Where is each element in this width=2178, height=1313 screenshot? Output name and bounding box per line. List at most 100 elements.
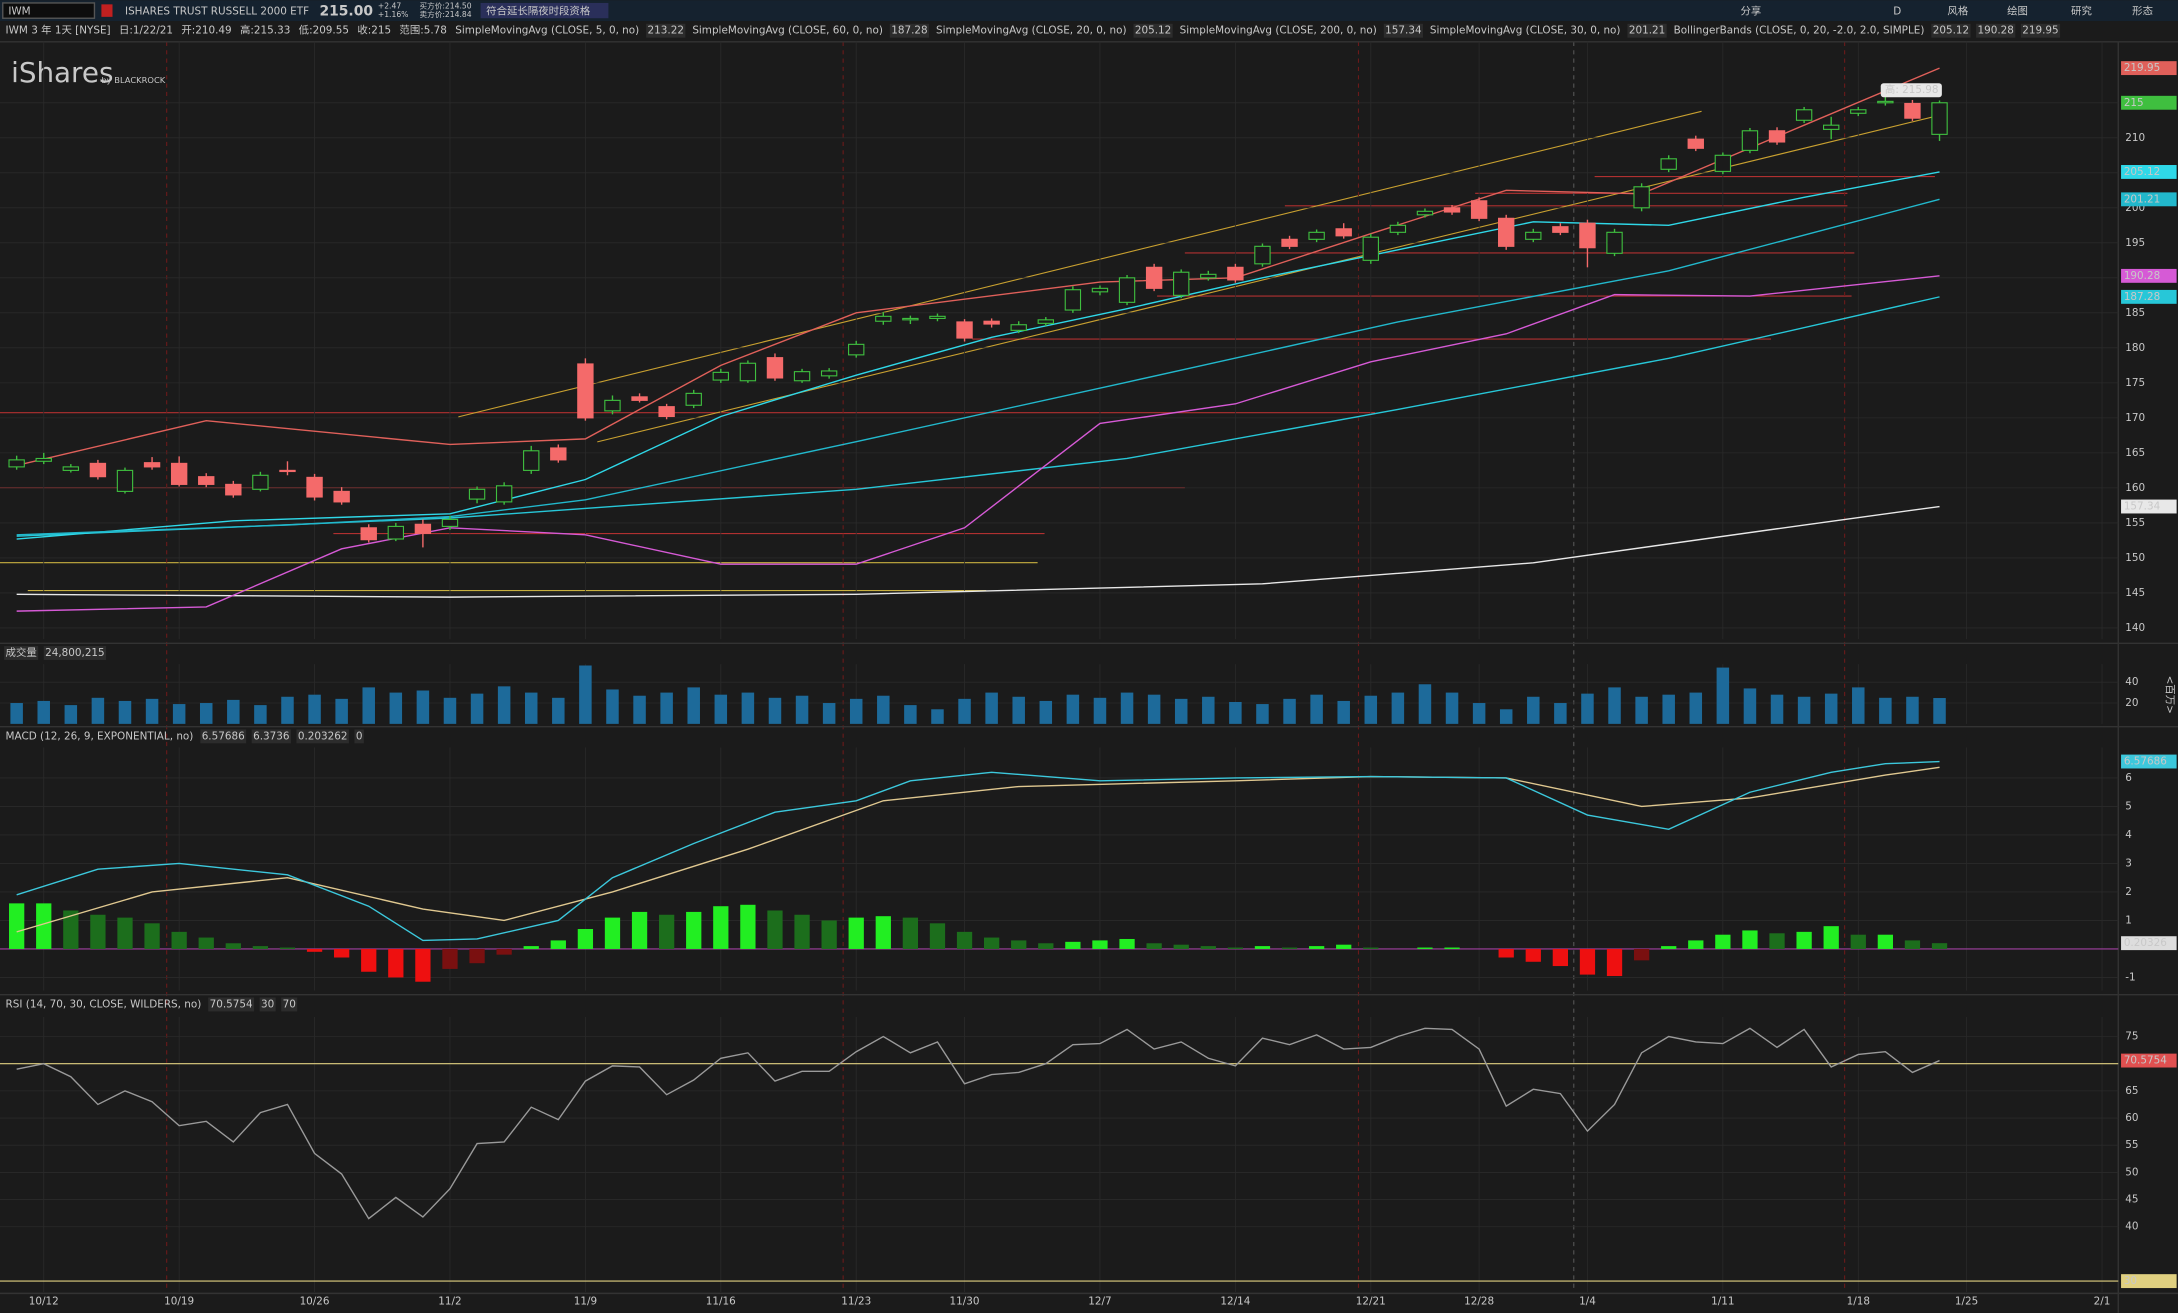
volume-bar [64, 705, 78, 724]
volume-bar [281, 696, 294, 724]
macd-histogram [1552, 948, 1569, 967]
macd-histogram [740, 904, 756, 949]
volume-bar [37, 700, 50, 724]
macd-histogram [821, 920, 837, 949]
candle-body [1064, 289, 1082, 311]
panel-title: MACD (12, 26, 9, EXPONENTIAL, no) [6, 730, 194, 742]
bollinger-band [16, 275, 1940, 612]
y-tick-label: 5 [2125, 800, 2132, 812]
study-value-bg [1383, 23, 1423, 38]
volume-bar [172, 704, 186, 724]
volume-bar [1472, 703, 1486, 724]
candle-body [739, 362, 757, 382]
last-price: 215.00 [319, 3, 373, 19]
macd-histogram [1661, 946, 1677, 949]
candle-body [225, 483, 242, 496]
macd-histogram [1877, 934, 1894, 949]
candle-body [360, 527, 377, 541]
style-button[interactable]: 风格 [1947, 4, 1968, 17]
study-value-bg [889, 23, 930, 38]
volume-bar [145, 698, 159, 724]
y-tick-label: 6 [2125, 772, 2132, 784]
volume-bar [1283, 698, 1296, 724]
macd-histogram [1579, 948, 1596, 975]
change: +2.47 [378, 1, 402, 10]
volume-bar [552, 697, 565, 724]
macd-histogram [171, 931, 187, 949]
rsi-value-bg [208, 997, 255, 1012]
macd-histogram [577, 929, 594, 949]
share-button[interactable]: 分享 [1740, 4, 1761, 17]
axis-tag [2121, 268, 2177, 283]
candle-body [929, 315, 946, 319]
candle-body [170, 462, 188, 485]
x-tick-label: 2/1 [2094, 1296, 2111, 1308]
axis-tag [2121, 61, 2177, 76]
x-tick-label: 11/2 [438, 1296, 461, 1308]
macd-histogram [63, 910, 79, 949]
macd-histogram [144, 923, 160, 949]
volume-bar [1174, 698, 1188, 724]
flag[interactable] [101, 4, 113, 17]
macd-histogram [794, 914, 810, 949]
candle-body [712, 371, 730, 381]
y-tick-label: 55 [2125, 1139, 2138, 1151]
volume-bar [389, 692, 403, 724]
macd-histogram [550, 940, 566, 949]
macd-histogram [1363, 947, 1379, 949]
volume-bar [1635, 696, 1648, 724]
y-tick-label: 75 [2125, 1031, 2138, 1043]
pattern-button[interactable]: 形态 [2132, 4, 2153, 17]
macd-avg: 6.3736 [253, 730, 289, 742]
volume-bar [904, 705, 917, 724]
rsi-overbought: 70 [283, 998, 296, 1010]
candle-body [1173, 271, 1190, 296]
macd-histogram [1715, 934, 1731, 949]
y-tick-label: 20 [2125, 697, 2138, 709]
volume-bar [741, 692, 755, 724]
macd-histogram [1065, 941, 1081, 949]
x-tick-label: 11/9 [574, 1296, 597, 1308]
volume-bar [660, 692, 673, 724]
candle-body [1904, 102, 1921, 119]
volume-bar [1256, 704, 1269, 724]
macd-histogram [361, 948, 377, 972]
candle-body [1931, 102, 1948, 135]
study-button[interactable]: 研究 [2071, 4, 2092, 17]
y-tick-label: 170 [2125, 412, 2145, 424]
bid: 买方价:214.50 [419, 0, 471, 10]
draw-button[interactable]: 绘图 [2007, 4, 2028, 17]
volume-bar [1770, 694, 1784, 724]
volume-bar [1364, 695, 1378, 724]
x-tick-label: 12/7 [1088, 1296, 1111, 1308]
candle-body [848, 343, 865, 356]
period[interactable]: D [1893, 5, 1901, 17]
symbol-input[interactable] [2, 2, 96, 19]
macd-line [16, 760, 1940, 942]
symbol[interactable]: IWM [8, 5, 30, 17]
volume-bar [1418, 684, 1432, 724]
candle-body [1552, 226, 1569, 233]
macd-histogram [117, 917, 133, 949]
volume-value-bg [43, 646, 107, 660]
y-tick-label: 140 [2125, 622, 2145, 634]
axis-tag-label: 70.5754 [2124, 1055, 2167, 1067]
study-name: SimpleMovingAvg (CLOSE, 200, 0, no) [1180, 25, 1377, 37]
volume-bar [470, 693, 484, 724]
macd-histogram [198, 937, 214, 949]
candle-body [1362, 236, 1379, 261]
macd-histogram [334, 948, 350, 958]
candle-body [1850, 109, 1867, 114]
volume-bar [958, 698, 971, 724]
study-value: 213.22 [648, 25, 684, 37]
study-name: BollingerBands (CLOSE, 0, 20, -2.0, 2.0,… [1674, 25, 1925, 37]
candle-body [1091, 287, 1109, 293]
rsi-overbought-bg [281, 997, 298, 1012]
macd-histogram [767, 910, 783, 949]
rsi-oversold: 30 [261, 998, 274, 1010]
ask: 卖方价:214.84 [419, 9, 471, 19]
x-tick-label: 11/30 [950, 1296, 980, 1308]
volume-bar [795, 695, 809, 724]
study-value-bg [2020, 23, 2061, 38]
